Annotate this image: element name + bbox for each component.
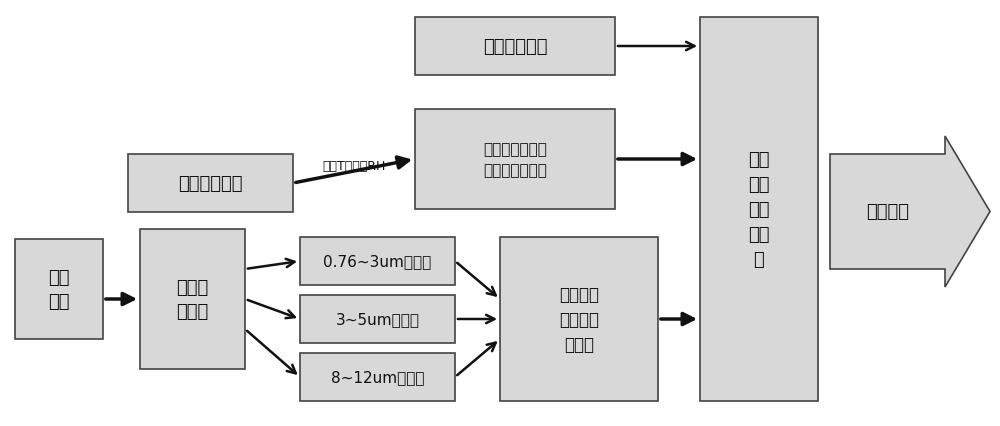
Text: 大气传
输衰减: 大气传 输衰减: [176, 278, 209, 321]
Bar: [300, 237, 455, 285]
Text: 计算大气消光系
数及大气透过率: 计算大气消光系 数及大气透过率: [483, 142, 547, 178]
Text: 等效黑体辐射: 等效黑体辐射: [483, 38, 547, 56]
Bar: [415, 18, 615, 76]
Bar: [128, 155, 293, 213]
Text: 温度T、湿度RH: 温度T、湿度RH: [322, 160, 386, 173]
Text: 双波
段被
动测
距模
型: 双波 段被 动测 距模 型: [748, 151, 770, 268]
Text: 0.76~3um传感器: 0.76~3um传感器: [323, 254, 432, 269]
Text: 目标距离: 目标距离: [866, 203, 909, 221]
Text: 温湿度传感器: 温湿度传感器: [178, 175, 243, 193]
Bar: [300, 295, 455, 343]
Text: 确定目标
类型及其
辐照度: 确定目标 类型及其 辐照度: [559, 285, 599, 353]
Bar: [700, 18, 818, 401]
Text: 3~5um传感器: 3~5um传感器: [336, 312, 420, 327]
Bar: [15, 239, 103, 339]
Bar: [300, 353, 455, 401]
Bar: [415, 110, 615, 210]
Text: 目标
辐射: 目标 辐射: [48, 268, 70, 311]
Bar: [140, 230, 245, 369]
Text: 8~12um传感器: 8~12um传感器: [331, 370, 424, 385]
Polygon shape: [830, 137, 990, 287]
Bar: [500, 237, 658, 401]
